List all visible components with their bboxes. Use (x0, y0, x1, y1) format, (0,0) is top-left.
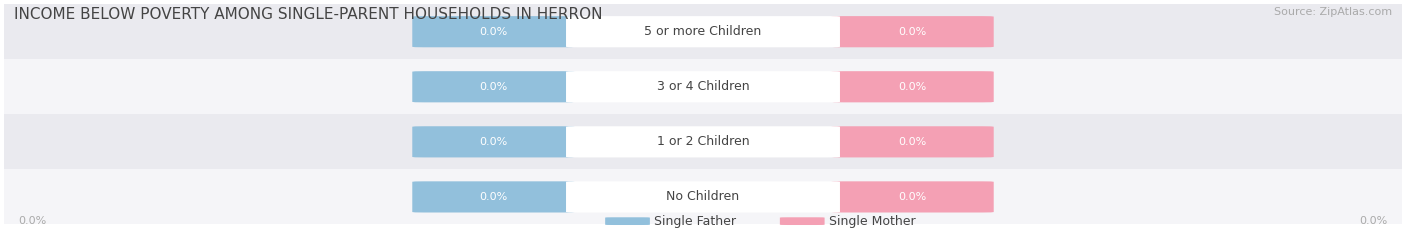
Text: 0.0%: 0.0% (18, 216, 46, 226)
Text: INCOME BELOW POVERTY AMONG SINGLE-PARENT HOUSEHOLDS IN HERRON: INCOME BELOW POVERTY AMONG SINGLE-PARENT… (14, 7, 603, 22)
Text: 0.0%: 0.0% (479, 82, 508, 92)
Text: 0.0%: 0.0% (479, 27, 508, 37)
FancyBboxPatch shape (831, 126, 994, 158)
Bar (4, 169, 1402, 224)
FancyBboxPatch shape (412, 16, 575, 47)
FancyBboxPatch shape (831, 181, 994, 212)
Text: 5 or more Children: 5 or more Children (644, 25, 762, 38)
FancyBboxPatch shape (567, 126, 839, 158)
FancyBboxPatch shape (831, 16, 994, 47)
FancyBboxPatch shape (567, 16, 839, 47)
Text: 0.0%: 0.0% (898, 27, 927, 37)
Text: 0.0%: 0.0% (479, 192, 508, 202)
Text: Single Mother: Single Mother (828, 215, 915, 228)
Text: 0.0%: 0.0% (898, 137, 927, 147)
Text: Source: ZipAtlas.com: Source: ZipAtlas.com (1274, 7, 1392, 17)
Bar (4, 4, 1402, 59)
Bar (4, 114, 1402, 169)
FancyBboxPatch shape (567, 181, 839, 212)
Text: 1 or 2 Children: 1 or 2 Children (657, 135, 749, 148)
FancyBboxPatch shape (412, 181, 575, 212)
Text: Single Father: Single Father (654, 215, 737, 228)
Text: 0.0%: 0.0% (1360, 216, 1388, 226)
Text: 0.0%: 0.0% (898, 192, 927, 202)
Text: 3 or 4 Children: 3 or 4 Children (657, 80, 749, 93)
FancyBboxPatch shape (780, 217, 824, 225)
Text: 0.0%: 0.0% (898, 82, 927, 92)
Bar (4, 59, 1402, 114)
Text: 0.0%: 0.0% (479, 137, 508, 147)
Text: No Children: No Children (666, 190, 740, 203)
FancyBboxPatch shape (831, 71, 994, 102)
FancyBboxPatch shape (412, 126, 575, 158)
FancyBboxPatch shape (567, 71, 839, 102)
FancyBboxPatch shape (605, 217, 650, 225)
FancyBboxPatch shape (412, 71, 575, 102)
